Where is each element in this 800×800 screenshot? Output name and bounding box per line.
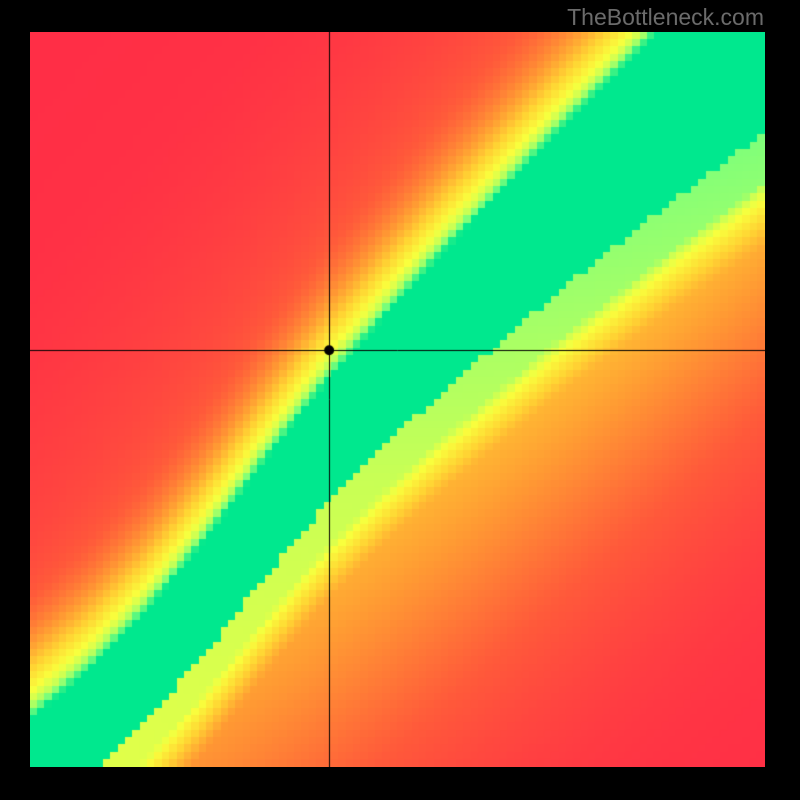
bottleneck-heatmap (30, 32, 765, 767)
watermark-text: TheBottleneck.com (567, 4, 764, 31)
chart-container: TheBottleneck.com (0, 0, 800, 800)
